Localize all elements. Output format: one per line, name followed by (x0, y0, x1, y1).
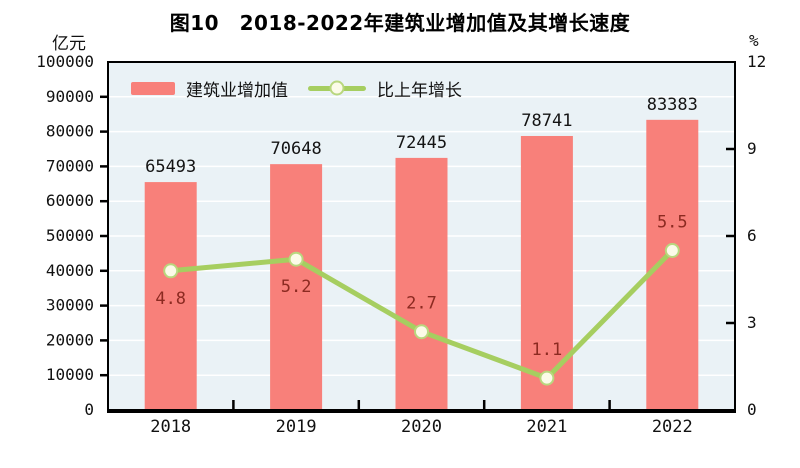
bar-value-label: 72445 (396, 133, 447, 153)
x-axis-category-label: 2020 (401, 417, 442, 437)
left-axis-unit-label: 亿元 (52, 34, 86, 54)
bar-value-label: 83383 (647, 95, 698, 115)
right-axis-unit-label: % (749, 31, 759, 50)
left-axis-tick-label: 60000 (46, 191, 94, 210)
left-axis-tick-label: 40000 (46, 261, 94, 280)
right-axis-tick-label: 6 (747, 226, 757, 245)
line-value-label: 5.5 (657, 213, 688, 233)
line-marker (288, 251, 304, 267)
legend-bar-label: 建筑业增加值 (186, 80, 288, 101)
left-axis-tick-label: 80000 (46, 122, 94, 141)
left-axis-tick-label: 10000 (46, 365, 94, 384)
legend-line-dot-icon (329, 80, 345, 96)
legend-bar-swatch (131, 81, 175, 95)
right-axis-tick-label: 3 (747, 313, 757, 332)
bar-2022 (646, 119, 699, 411)
x-axis-category-label: 2021 (526, 417, 567, 437)
line-marker (163, 263, 179, 279)
x-axis-category-label: 2019 (276, 417, 317, 437)
bar-value-label: 65493 (145, 157, 196, 177)
bar-2018 (144, 182, 197, 410)
left-axis-tick-label: 70000 (46, 156, 94, 175)
bar-value-label: 70648 (271, 139, 322, 159)
bar-2020 (395, 157, 448, 410)
left-axis-tick-label: 30000 (46, 296, 94, 315)
legend-line-label: 比上年增长 (377, 80, 462, 101)
line-marker (664, 243, 680, 258)
line-value-label: 2.7 (406, 294, 437, 314)
legend-line-marker-icon (308, 80, 366, 96)
chart-title: 图10 2018-2022年建筑业增加值及其增长速度 (169, 11, 631, 35)
line-value-label: 1.1 (532, 340, 563, 360)
line-marker (414, 324, 429, 340)
x-axis-category-label: 2018 (150, 417, 191, 437)
bar-2021 (520, 135, 573, 410)
line-value-label: 4.8 (155, 289, 186, 309)
right-axis-tick-label: 0 (747, 400, 757, 419)
legend: 建筑业增加值 比上年增长 (131, 76, 462, 101)
x-axis-category-label: 2022 (652, 417, 693, 437)
left-axis-tick-label: 50000 (46, 226, 94, 245)
left-axis-tick-label: 100000 (36, 52, 94, 71)
left-axis-tick-label: 0 (84, 400, 94, 419)
right-axis-tick-label: 12 (747, 52, 766, 71)
left-axis-tick-label: 90000 (46, 87, 94, 106)
bar-value-label: 78741 (521, 111, 572, 131)
bar-2019 (270, 164, 323, 410)
line-value-label: 5.2 (281, 277, 312, 297)
left-axis-tick-label: 20000 (46, 330, 94, 349)
right-axis-tick-label: 9 (747, 139, 757, 158)
line-marker (539, 370, 555, 386)
